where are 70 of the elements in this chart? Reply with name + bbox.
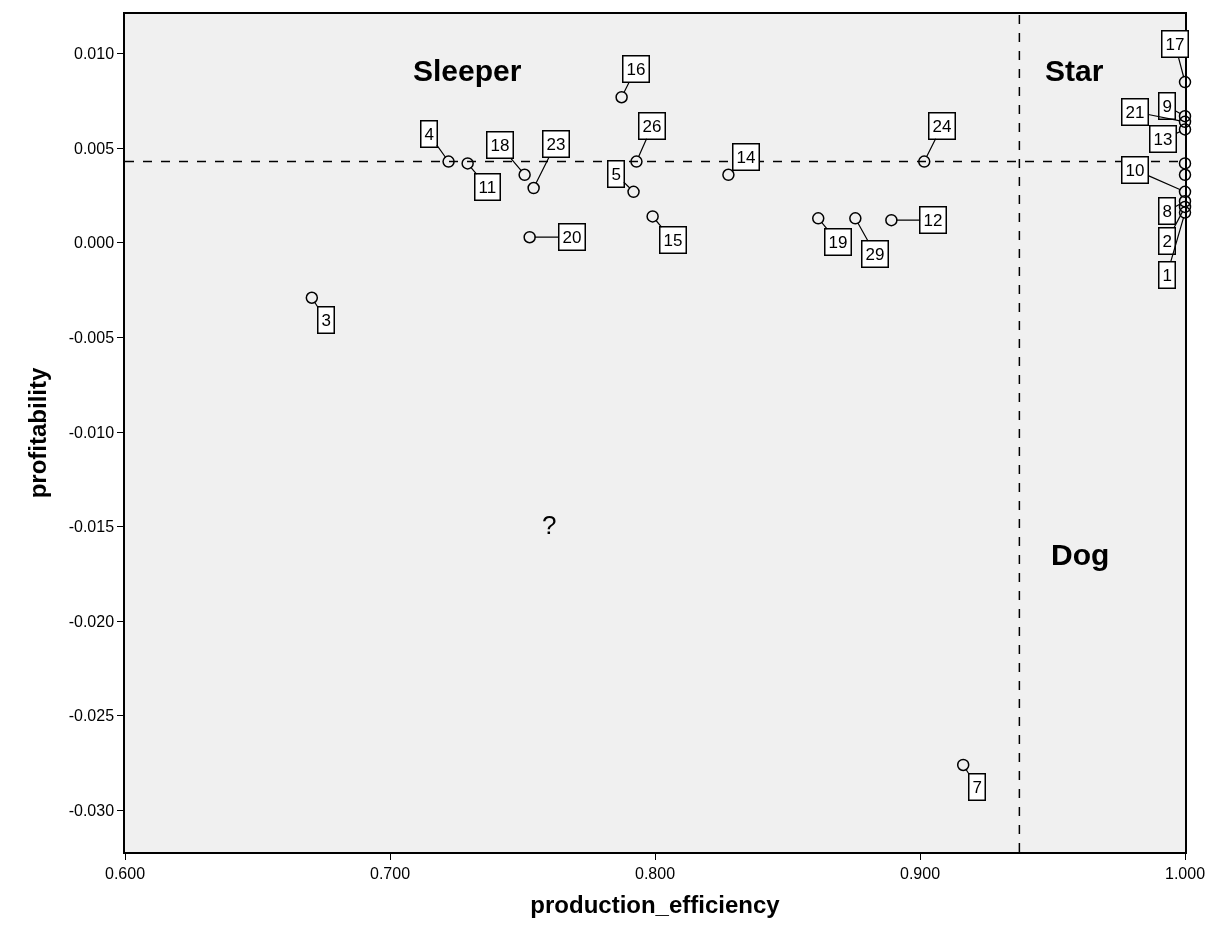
annotation: 7 <box>972 777 982 797</box>
y-tick-label: -0.030 <box>68 801 115 819</box>
point <box>956 758 970 772</box>
point <box>849 212 862 225</box>
x-tick-label: 0.800 <box>634 864 676 882</box>
point <box>1178 115 1192 129</box>
annotation: 1 <box>1162 265 1172 285</box>
annotation: Sleeper <box>413 54 522 87</box>
annotation: Star <box>1045 54 1104 87</box>
annotation: 19 <box>828 232 848 252</box>
point <box>1178 109 1192 123</box>
annotation: 17 <box>1165 34 1185 54</box>
x-tick-label: 0.700 <box>369 864 411 882</box>
point <box>1178 195 1192 208</box>
y-tick-label: 0.010 <box>74 45 115 63</box>
point <box>1178 206 1192 219</box>
annotation: 20 <box>562 227 582 247</box>
annotation: 5 <box>611 164 621 184</box>
annotation: Dog <box>1051 538 1110 571</box>
annotation: 14 <box>736 147 756 167</box>
y-tick-label: -0.005 <box>68 329 115 347</box>
point <box>523 230 536 244</box>
annotation: 15 <box>663 230 683 250</box>
annotation: ? <box>542 510 557 540</box>
point <box>917 155 931 168</box>
point <box>461 157 474 170</box>
annotation: 4 <box>424 124 434 144</box>
point <box>1178 185 1192 199</box>
annotation: 2 <box>1162 231 1172 251</box>
annotation: 3 <box>321 310 331 330</box>
point <box>811 212 825 225</box>
point <box>1178 168 1192 182</box>
point <box>722 168 735 182</box>
y-axis-title: profitability <box>24 367 52 499</box>
y-tick-label: 0.000 <box>74 234 115 252</box>
point <box>305 291 319 304</box>
point <box>1178 75 1192 89</box>
annotation: 13 <box>1153 129 1173 149</box>
annotation: 29 <box>865 244 885 264</box>
point <box>615 90 628 104</box>
point <box>885 213 898 227</box>
annotation: 21 <box>1125 102 1145 122</box>
annotation: 12 <box>923 210 943 230</box>
point <box>442 155 455 168</box>
point <box>646 210 659 223</box>
point <box>1178 123 1192 136</box>
annotation: 24 <box>932 116 952 136</box>
x-tick-label: 0.900 <box>899 864 941 882</box>
point <box>518 168 531 182</box>
point <box>1178 157 1192 170</box>
x-tick-label: 1.000 <box>1164 864 1206 882</box>
y-tick-label: 0.005 <box>74 139 115 157</box>
y-tick-label: -0.025 <box>68 707 115 725</box>
annotation: 11 <box>478 177 497 197</box>
y-tick-label: -0.015 <box>68 518 115 536</box>
x-tick-label: 0.600 <box>104 864 146 882</box>
annotation: 18 <box>490 135 510 155</box>
annotation: 8 <box>1162 201 1172 221</box>
y-tick-label: -0.010 <box>68 423 115 441</box>
annotation: 10 <box>1125 160 1145 180</box>
point <box>527 181 540 195</box>
point <box>627 185 640 199</box>
annotation: 16 <box>626 59 646 79</box>
y-tick-label: -0.020 <box>68 612 115 630</box>
annotation: 26 <box>642 116 662 136</box>
annotation: 23 <box>546 134 566 154</box>
x-axis-title: production_efficiency <box>530 890 781 918</box>
point <box>1178 200 1192 214</box>
annotation: 9 <box>1162 96 1172 116</box>
point <box>630 155 643 168</box>
